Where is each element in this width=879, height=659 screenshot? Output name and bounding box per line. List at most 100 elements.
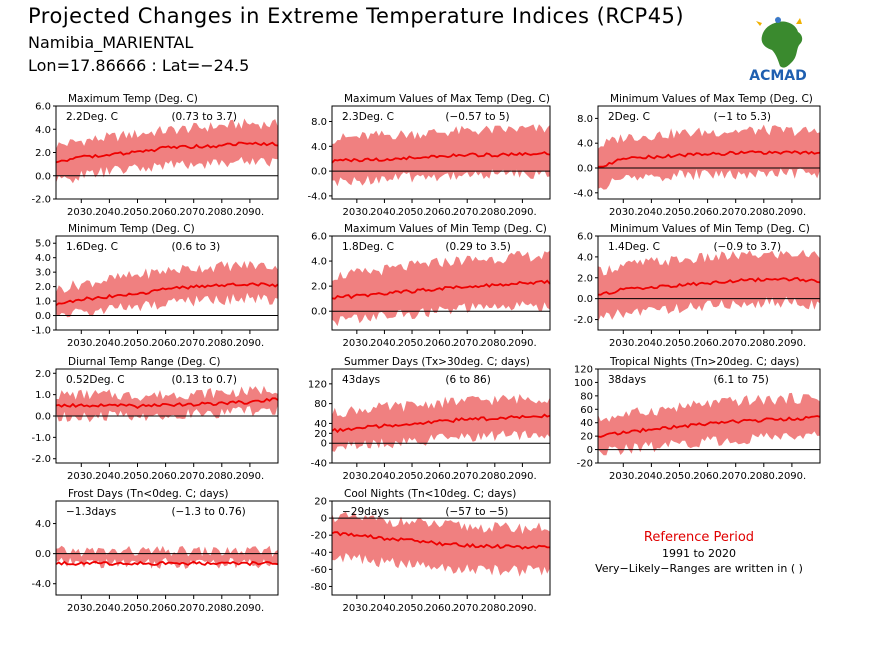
- y-tick-label: 0: [587, 445, 593, 456]
- y-tick-label: 0.0: [35, 549, 51, 560]
- x-tick-label: 2060.: [425, 338, 454, 349]
- x-tick-label: 2080.: [207, 471, 236, 482]
- plot-frame: [55, 235, 279, 331]
- x-tick-label: 2060.: [151, 207, 180, 218]
- station-name: Namibia_MARIENTAL: [28, 33, 194, 52]
- x-tick-label: 2030.: [67, 603, 96, 614]
- ensemble-mean-line: [598, 277, 821, 296]
- x-tick-label: 2040.: [637, 207, 666, 218]
- change-value: 2.2Deg. C: [66, 111, 118, 123]
- y-tick-label: 4.0: [577, 252, 593, 263]
- chart-panel-7: -2.0 -1.0 0.0 1.0 2.0 2030. 2040. 2050. 2060. 207…: [31, 356, 279, 482]
- y-tick-label: -20: [311, 531, 327, 542]
- x-tick-label: 2050.: [665, 338, 694, 349]
- reference-period-years: 1991 to 2020: [661, 547, 737, 560]
- ensemble-mean-line: [55, 397, 279, 409]
- x-tick-label: 2060.: [425, 207, 454, 218]
- x-tick-label: 2030.: [67, 338, 96, 349]
- very-likely-range: (6 to 86): [445, 374, 490, 386]
- y-tick-label: 2.0: [311, 282, 327, 293]
- chart-panel-6: -2.0 0.0 2.0 4.0 6.0 2030. 2040. 2050. 2060. 2070…: [573, 223, 821, 349]
- ensemble-mean-line: [55, 560, 279, 567]
- y-tick-label: 4.0: [311, 257, 327, 268]
- x-tick-label: 2060.: [151, 338, 180, 349]
- x-tick-label: 2050.: [123, 471, 152, 482]
- ensemble-mean-line: [331, 151, 551, 164]
- ensemble-mean-line: [55, 282, 279, 307]
- y-tick-label: 4.0: [311, 142, 327, 153]
- y-tick-label: 0.0: [311, 167, 327, 178]
- plot-frame: [597, 105, 821, 200]
- y-tick-label: -4.0: [31, 579, 51, 590]
- y-tick-label: 40: [314, 419, 327, 430]
- x-tick-label: 2050.: [398, 207, 427, 218]
- y-tick-label: 3.0: [35, 268, 51, 279]
- y-tick-label: 100: [574, 378, 593, 389]
- x-tick-label: 2030.: [343, 207, 372, 218]
- x-tick-label: 2030.: [343, 603, 372, 614]
- x-tick-label: 2070.: [721, 207, 750, 218]
- change-value: 2.3Deg. C: [342, 111, 394, 123]
- y-tick-label: 4.0: [35, 253, 51, 264]
- y-tick-label: 2.0: [35, 369, 51, 380]
- panel-title: Cool Nights (Tn<10deg. C; days): [344, 488, 516, 500]
- y-tick-label: 0.0: [35, 412, 51, 423]
- plot-frame: [597, 235, 821, 331]
- y-tick-label: 0: [321, 439, 327, 450]
- change-value: −29days: [342, 506, 389, 518]
- very-likely-range: (−0.9 to 3.7): [713, 241, 781, 253]
- x-tick-label: 2070.: [179, 338, 208, 349]
- y-tick-label: 60: [580, 405, 593, 416]
- x-tick-label: 2030.: [343, 471, 372, 482]
- acmad-logo-text: ACMAD: [749, 68, 807, 84]
- x-tick-label: 2090.: [778, 471, 807, 482]
- very-likely-range: (0.13 to 0.7): [171, 374, 237, 386]
- x-tick-label: 2090.: [508, 338, 537, 349]
- station-coordinates: Lon=17.86666 : Lat=−24.5: [28, 56, 250, 75]
- x-tick-label: 2030.: [609, 207, 638, 218]
- x-tick-label: 2060.: [693, 471, 722, 482]
- panel-title: Minimum Temp (Deg. C): [68, 223, 195, 235]
- x-tick-label: 2050.: [123, 603, 152, 614]
- very-likely-range: (−1 to 5.3): [713, 111, 771, 123]
- x-tick-label: 2060.: [693, 338, 722, 349]
- panel-title: Tropical Nights (Tn>20deg. C; days): [609, 356, 799, 368]
- y-tick-label: -20: [577, 459, 593, 470]
- change-value: 1.4Deg. C: [608, 241, 660, 253]
- y-tick-label: 0.0: [311, 307, 327, 318]
- y-tick-label: 2.0: [35, 148, 51, 159]
- chart-panel-4: -1.0 0.0 1.0 2.0 3.0 4.0 5.0 2030. 2040. 2050. 206…: [31, 223, 279, 349]
- y-tick-label: -40: [311, 548, 327, 559]
- y-tick-label: 2.0: [577, 273, 593, 284]
- chart-panel-2: -4.00.04.08.02030.2040.2050.2060.2070.20…: [307, 93, 551, 218]
- y-tick-label: -1.0: [31, 326, 51, 337]
- reference-period-note: Reference Period 1991 to 2020 Very−Likel…: [588, 530, 810, 575]
- y-tick-label: 8.0: [577, 114, 593, 125]
- y-tick-label: 1.0: [35, 297, 51, 308]
- x-tick-label: 2080.: [749, 338, 778, 349]
- x-tick-label: 2090.: [778, 207, 807, 218]
- y-tick-label: 6.0: [577, 232, 593, 243]
- x-tick-label: 2080.: [207, 603, 236, 614]
- x-tick-label: 2030.: [67, 471, 96, 482]
- panel-title: Maximum Values of Max Temp (Deg. C): [344, 93, 550, 105]
- y-tick-label: -2.0: [31, 195, 51, 206]
- very-likely-range: (0.73 to 3.7): [171, 111, 237, 123]
- y-tick-label: 2.0: [35, 282, 51, 293]
- x-tick-label: 2040.: [370, 471, 399, 482]
- y-tick-label: 5.0: [35, 239, 51, 250]
- very-likely-range-band: [598, 249, 820, 323]
- x-tick-label: 2040.: [370, 338, 399, 349]
- change-value: −1.3days: [66, 506, 116, 518]
- change-value: 1.8Deg. C: [342, 241, 394, 253]
- panel-title: Summer Days (Tx>30deg. C; days): [344, 356, 530, 368]
- x-tick-label: 2070.: [721, 471, 750, 482]
- x-tick-label: 2070.: [179, 207, 208, 218]
- x-tick-label: 2060.: [425, 603, 454, 614]
- y-tick-label: 0.0: [35, 311, 51, 322]
- y-tick-label: 0.0: [35, 171, 51, 182]
- x-tick-label: 2090.: [508, 603, 537, 614]
- x-tick-label: 2080.: [480, 338, 509, 349]
